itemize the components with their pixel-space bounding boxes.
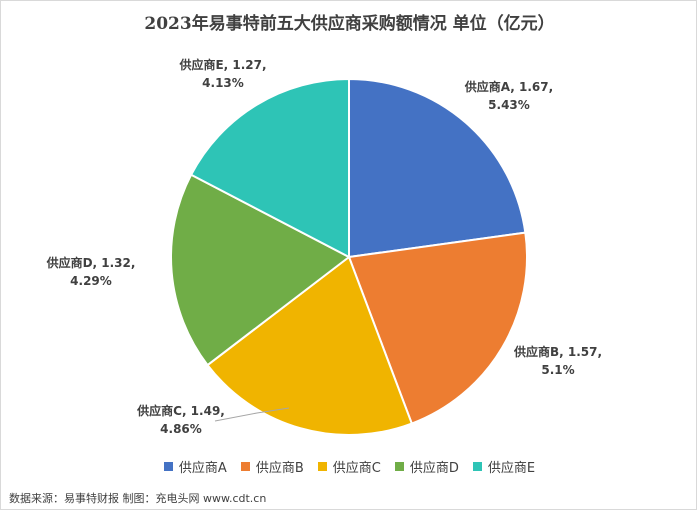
legend: 供应商A 供应商B 供应商C 供应商D 供应商E [1,457,697,476]
data-label: 供应商C, 1.49, 4.86% [136,403,225,436]
legend-item: 供应商B [240,457,304,476]
pie-slice [347,231,528,425]
source-note: 数据来源：易事特财报 制图：充电头网 www.cdt.cn [9,492,267,505]
data-label: 供应商A, 1.67, 5.43% [464,79,553,112]
legend-label: 供应商B [255,461,304,476]
legend-item: 供应商C [317,457,381,476]
legend-item: 供应商D [394,457,459,476]
pie-chart: 供应商A, 1.67, 5.43% 供应商B, 1.57, 5.1% 供应商C, 1.4… [46,57,602,437]
legend-swatch [240,462,250,471]
legend-item: 供应商E [472,457,536,476]
pie-slice [170,173,351,367]
data-label: 供应商E, 1.27, 4.13% [178,57,266,90]
legend-label: 供应商C [332,461,381,476]
pie-slice [348,77,527,259]
data-label: 供应商B, 1.57, 5.1% [513,344,602,377]
chart-title: 2023年易事特前五大供应商采购额情况 单位（亿元） [144,14,555,34]
pie-slice [189,77,350,259]
legend-swatch [317,462,327,471]
legend-swatch [472,462,482,471]
legend-label: 供应商E [487,461,536,476]
pie-slice [206,255,414,437]
legend-label: 供应商D [409,461,459,476]
legend-label: 供应商A [178,461,227,476]
data-label: 供应商D, 1.32, 4.29% [46,255,136,288]
legend-item: 供应商A [163,457,227,476]
legend-swatch [394,462,404,471]
leader-line [214,407,290,422]
legend-swatch [163,462,173,471]
